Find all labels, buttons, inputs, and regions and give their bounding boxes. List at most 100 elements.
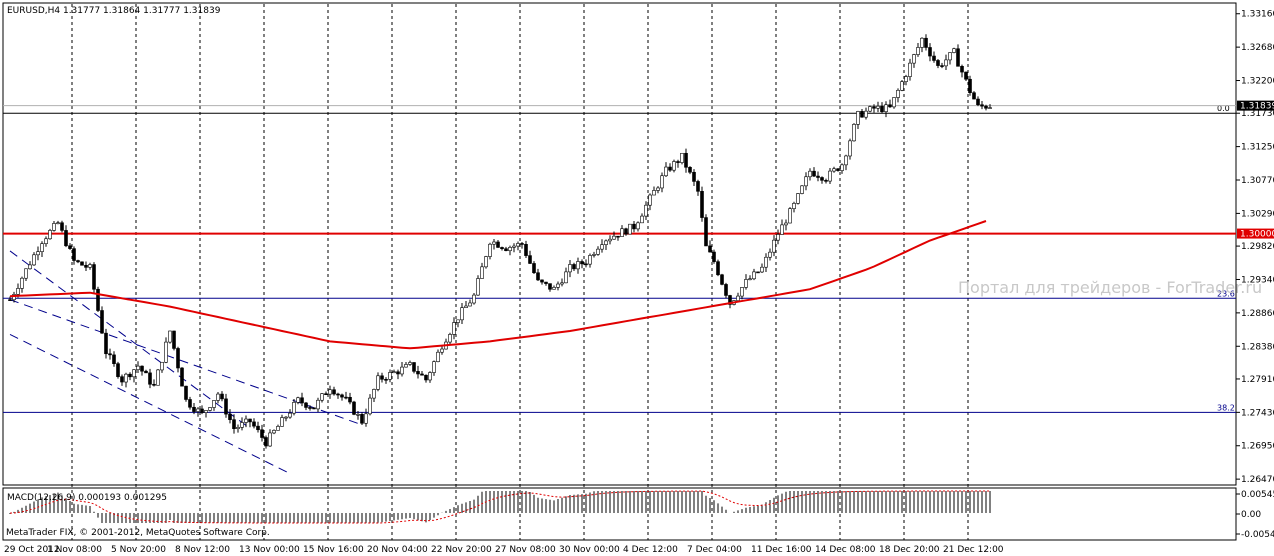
time-tick-label: 5 Nov 20:00 (111, 545, 166, 555)
candle-body (932, 55, 936, 61)
time-tick-label: 13 Nov 00:00 (239, 545, 300, 555)
candle-body (340, 394, 344, 398)
candle-body (904, 76, 908, 82)
candle-body (620, 228, 624, 237)
price-tick-label: 1.26470 (1241, 475, 1274, 485)
price-tick-label: 1.26950 (1241, 442, 1274, 452)
candle-body (288, 412, 292, 418)
candle-body (580, 261, 584, 265)
price-tick-label: 1.31730 (1241, 109, 1274, 119)
candle-body (312, 407, 316, 410)
price-tick-label: 1.31250 (1241, 143, 1274, 153)
candle-body (956, 48, 960, 67)
candle-body (836, 168, 840, 171)
candle-body (796, 193, 800, 204)
candle-body (508, 247, 512, 252)
candle-body (420, 373, 424, 376)
candle-body (760, 266, 764, 273)
price-tick-label: 1.29340 (1241, 275, 1274, 285)
candle-body (664, 166, 668, 177)
candle-body (848, 140, 852, 157)
candle-body (408, 362, 412, 365)
candle-body (8, 299, 12, 301)
candle-body (472, 294, 476, 304)
time-tick-label: 4 Dec 12:00 (623, 545, 678, 555)
candle-body (768, 251, 772, 258)
candle-body (292, 402, 296, 414)
candle-body (20, 277, 24, 289)
candle-body (52, 223, 56, 231)
candle-body (652, 190, 656, 196)
candle-body (532, 263, 536, 274)
candle-body (92, 264, 96, 290)
candle-body (704, 217, 708, 247)
indicator-label: MACD(12,26,9) 0.000193 0.001295 (7, 493, 167, 503)
candle-body (884, 104, 888, 113)
candle-body (948, 52, 952, 61)
candle-body (936, 60, 940, 66)
candle-body (564, 271, 568, 284)
candle-body (64, 230, 68, 247)
candle-body (568, 264, 572, 273)
candle-body (916, 47, 920, 55)
candle-body (456, 319, 460, 323)
candle-body (248, 418, 252, 423)
price-tick-label: 1.30770 (1241, 176, 1274, 186)
price-levels: 1.30000 0.0 23.6 38.2 (3, 104, 1274, 413)
time-tick-label: 7 Dec 04:00 (687, 545, 742, 555)
candle-body (816, 175, 820, 178)
candle-body (220, 393, 224, 400)
candle-body (256, 425, 260, 431)
candle-body (504, 248, 508, 252)
candle-body (860, 111, 864, 118)
candle-body (680, 152, 684, 163)
candle-body (128, 373, 132, 378)
candle-body (780, 224, 784, 235)
candle-body (824, 180, 828, 182)
candle-body (640, 215, 644, 224)
candle-body (944, 59, 948, 67)
time-tick-label: 14 Dec 08:00 (815, 545, 876, 555)
candle-body (776, 234, 780, 241)
candle-body (588, 255, 592, 265)
candle-body (952, 48, 956, 53)
candle-body (364, 413, 368, 424)
candle-body (308, 407, 312, 409)
candle-body (592, 254, 596, 256)
candle-body (888, 104, 892, 108)
candle-body (324, 393, 328, 396)
candle-body (596, 248, 600, 255)
price-tick-label: 1.33160 (1241, 10, 1274, 20)
candle-body (300, 397, 304, 404)
candle-body (100, 310, 104, 334)
candle-body (424, 374, 428, 381)
candle-body (696, 181, 700, 192)
candle-body (912, 54, 916, 64)
candle-body (352, 401, 356, 415)
candle-body (412, 362, 416, 372)
candle-body (252, 421, 256, 427)
candle-body (556, 283, 560, 288)
candle-body (372, 389, 376, 399)
candle-body (764, 256, 768, 268)
candle-body (240, 422, 244, 428)
candle-body (500, 247, 504, 250)
candle-body (336, 393, 340, 396)
candle-body (144, 370, 148, 374)
candle-body (632, 223, 636, 230)
candle-body (636, 222, 640, 230)
candle-body (692, 171, 696, 182)
candle-body (184, 385, 188, 400)
price-axis: 1.33160 1.32680 1.32200 1.31730 1.31250 1.307… (1236, 10, 1274, 485)
candle-body (748, 278, 752, 281)
level-price-label: 1.30000 (1240, 230, 1274, 240)
channel-line (9, 299, 363, 426)
candle-body (516, 243, 520, 247)
level-label: 38.2 (1217, 403, 1235, 412)
candle-body (984, 105, 988, 109)
candle-body (56, 222, 60, 225)
candle-body (864, 110, 868, 118)
candle-body (68, 245, 72, 249)
price-tick-label: 1.29820 (1241, 242, 1274, 252)
